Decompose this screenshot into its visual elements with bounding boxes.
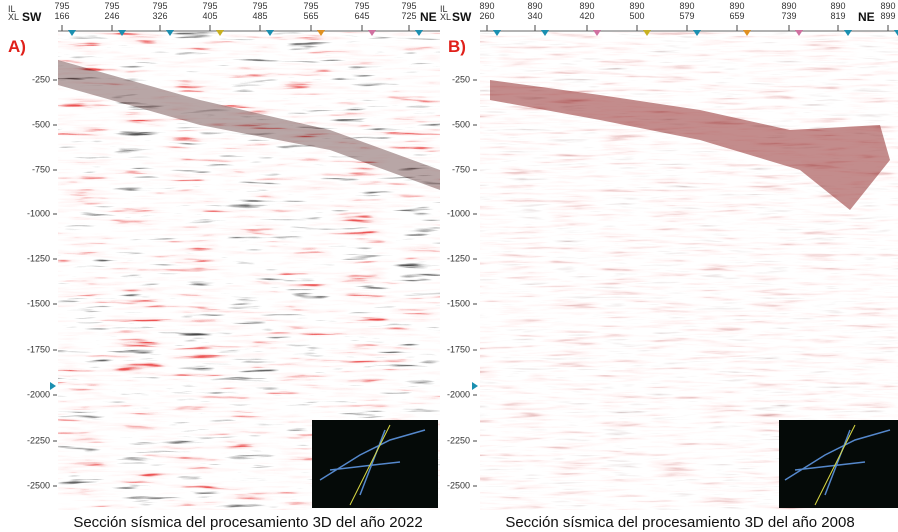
well-marker xyxy=(743,30,751,36)
crossline-number: 405 xyxy=(202,11,217,21)
crossline-number: 579 xyxy=(679,11,694,21)
crossline-number: 565 xyxy=(303,11,318,21)
reflector xyxy=(490,80,890,210)
depth-tick-label: -1250 xyxy=(27,253,50,263)
crossline-number: 645 xyxy=(354,11,369,21)
direction-left: SW xyxy=(22,10,42,24)
caption: Sección sísmica del procesamiento 3D del… xyxy=(73,514,422,531)
inline-number: 890 xyxy=(781,1,796,11)
depth-tick-label: -1500 xyxy=(447,298,470,308)
direction-left: SW xyxy=(452,10,472,24)
crossline-number: 899 xyxy=(880,11,895,21)
depth-tick-label: -1000 xyxy=(447,208,470,218)
crossline-number: 246 xyxy=(104,11,119,21)
depth-tick-label: -500 xyxy=(452,119,470,129)
well-marker xyxy=(368,30,376,36)
well-marker xyxy=(118,30,126,36)
inline-number: 795 xyxy=(303,1,318,11)
crossline-number: 819 xyxy=(830,11,845,21)
inline-number: 890 xyxy=(579,1,594,11)
crossline-number: 739 xyxy=(781,11,796,21)
inset-lines xyxy=(784,429,891,496)
crossline-number: 659 xyxy=(729,11,744,21)
well-marker xyxy=(415,30,423,36)
depth-tick-label: -2500 xyxy=(27,480,50,490)
inline-number: 795 xyxy=(354,1,369,11)
crossline-number: 500 xyxy=(629,11,644,21)
depth-tick-label: -2250 xyxy=(447,435,470,445)
crossline-number: 485 xyxy=(252,11,267,21)
depth-tick-label: -1750 xyxy=(447,344,470,354)
well-marker xyxy=(68,30,76,36)
inline-number: 795 xyxy=(401,1,416,11)
panel-label: B) xyxy=(448,37,466,56)
depth-tick-label: -1250 xyxy=(447,253,470,263)
side-marker xyxy=(50,382,56,390)
depth-tick-label: -2000 xyxy=(447,389,470,399)
well-marker xyxy=(693,30,701,36)
crossline-number: 725 xyxy=(401,11,416,21)
well-marker xyxy=(795,30,803,36)
inset-line xyxy=(814,424,856,506)
well-marker xyxy=(541,30,549,36)
crossline-number: 420 xyxy=(579,11,594,21)
depth-tick-label: -2500 xyxy=(447,480,470,490)
well-marker xyxy=(493,30,501,36)
depth-tick-label: -1500 xyxy=(27,298,50,308)
panel-label: A) xyxy=(8,37,26,56)
inline-number: 890 xyxy=(527,1,542,11)
crossline-number: 166 xyxy=(54,11,69,21)
inline-number: 890 xyxy=(729,1,744,11)
well-marker xyxy=(643,30,651,36)
inline-number: 890 xyxy=(830,1,845,11)
depth-tick-label: -250 xyxy=(32,74,50,84)
direction-right: NE xyxy=(420,10,437,24)
crossline-number: 340 xyxy=(527,11,542,21)
caption: Sección sísmica del procesamiento 3D del… xyxy=(505,514,854,531)
depth-tick-label: -2000 xyxy=(27,389,50,399)
well-marker xyxy=(894,30,898,36)
well-marker xyxy=(166,30,174,36)
well-marker xyxy=(844,30,852,36)
xl-label: XL xyxy=(8,12,19,22)
inset-line xyxy=(349,424,391,506)
crossline-number: 260 xyxy=(479,11,494,21)
inline-number: 795 xyxy=(252,1,267,11)
depth-tick-label: -750 xyxy=(32,164,50,174)
reflector xyxy=(58,60,440,190)
depth-tick-label: -1000 xyxy=(27,208,50,218)
side-marker xyxy=(472,382,478,390)
il-label: IL xyxy=(440,4,448,14)
depth-tick-label: -250 xyxy=(452,74,470,84)
depth-tick-label: -1750 xyxy=(27,344,50,354)
direction-right: NE xyxy=(858,10,875,24)
inline-number: 890 xyxy=(479,1,494,11)
inline-number: 795 xyxy=(54,1,69,11)
depth-tick-label: -500 xyxy=(32,119,50,129)
depth-tick-label: -750 xyxy=(452,164,470,174)
inset-map xyxy=(312,420,438,508)
well-marker xyxy=(216,30,224,36)
inline-number: 795 xyxy=(152,1,167,11)
inline-number: 890 xyxy=(629,1,644,11)
inset-lines xyxy=(319,429,426,496)
inline-number: 890 xyxy=(880,1,895,11)
xl-label: XL xyxy=(440,12,451,22)
crossline-number: 326 xyxy=(152,11,167,21)
inset-map xyxy=(779,420,898,508)
il-label: IL xyxy=(8,4,16,14)
inline-number: 890 xyxy=(679,1,694,11)
inline-number: 795 xyxy=(104,1,119,11)
well-marker xyxy=(266,30,274,36)
well-marker xyxy=(317,30,325,36)
well-marker xyxy=(593,30,601,36)
depth-tick-label: -2250 xyxy=(27,435,50,445)
inline-number: 795 xyxy=(202,1,217,11)
